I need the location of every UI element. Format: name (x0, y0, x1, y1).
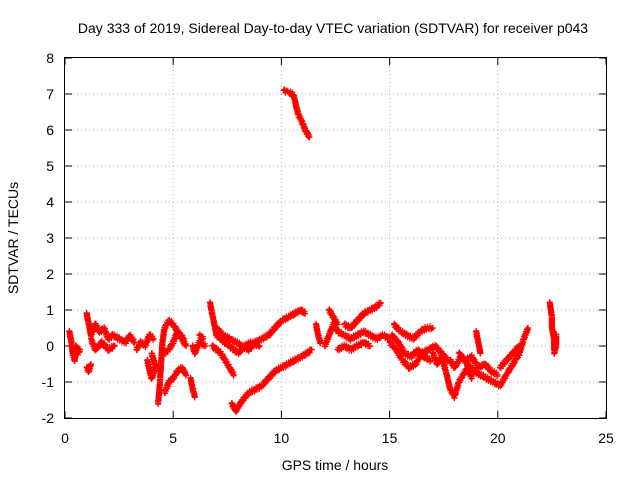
y-tick-label: 6 (46, 122, 54, 138)
data-point (148, 350, 155, 357)
y-tick-label: 5 (46, 158, 54, 174)
y-tick-label: -2 (42, 410, 55, 426)
x-tick-label: 10 (274, 430, 290, 446)
y-tick-label: 7 (46, 86, 54, 102)
data-point (149, 333, 156, 340)
data-marks (66, 86, 560, 415)
data-point (202, 343, 209, 349)
data-point (334, 321, 341, 328)
y-tick-label: 0 (46, 338, 54, 354)
chart-title: Day 333 of 2019, Sidereal Day-to-day VTE… (78, 20, 588, 36)
data-point (306, 134, 313, 141)
data-point (317, 339, 324, 346)
y-tick-label: 3 (46, 230, 54, 246)
y-tick-label: -1 (42, 374, 55, 390)
data-point (429, 325, 436, 331)
plot-frame (64, 57, 607, 419)
data-point (477, 350, 484, 357)
data-point (306, 349, 313, 356)
data-point (256, 343, 263, 349)
y-tick-labels: -2 -1 0 1 2 3 4 5 6 7 8 (42, 50, 55, 426)
data-point (181, 335, 188, 342)
x-tick-label: 25 (598, 430, 614, 446)
data-point (377, 300, 384, 307)
x-axis-label: GPS time / hours (282, 457, 389, 473)
y-tick-label: 2 (46, 266, 54, 282)
data-point (367, 343, 374, 349)
data-point (468, 375, 475, 382)
data-point (494, 373, 501, 380)
data-point (77, 346, 84, 353)
data-point (150, 335, 157, 342)
grid-lines (65, 58, 606, 418)
data-point (308, 346, 315, 353)
data-point (111, 343, 118, 349)
x-tick-label: 20 (490, 430, 506, 446)
y-tick-label: 8 (46, 50, 54, 66)
y-tick-label: 1 (46, 302, 54, 318)
data-point (111, 342, 118, 349)
x-tick-label: 0 (61, 430, 69, 446)
data-point (516, 343, 523, 349)
data-point (191, 393, 198, 400)
data-point (200, 335, 207, 342)
data-point (525, 325, 532, 331)
data-point (150, 336, 157, 343)
data-point (183, 371, 190, 378)
data-point (183, 343, 190, 349)
data-point (426, 358, 433, 365)
x-tick-label: 5 (169, 430, 177, 446)
y-tick-label: 4 (46, 194, 54, 210)
x-tick-labels: 0 5 10 15 20 25 (61, 430, 614, 446)
data-point (87, 361, 94, 367)
data-point (551, 350, 558, 357)
data-point (230, 371, 237, 378)
data-point (302, 310, 309, 317)
data-point (494, 371, 501, 378)
x-tick-label: 15 (382, 430, 398, 446)
data-point (377, 299, 384, 306)
y-axis-label: SDTVAR / TECUs (5, 182, 21, 294)
data-point (131, 339, 138, 346)
